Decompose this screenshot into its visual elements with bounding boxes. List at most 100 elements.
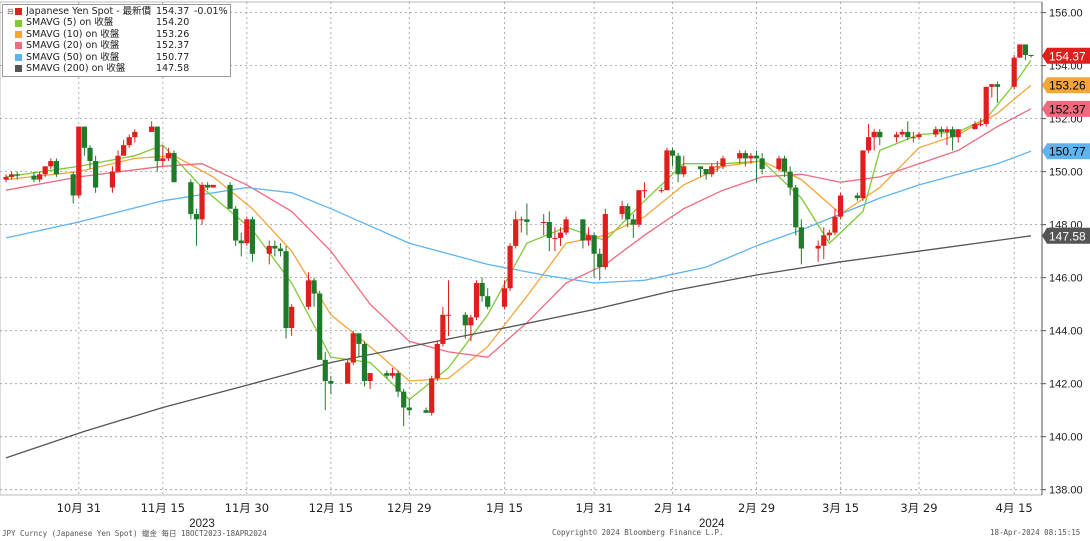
candle	[31, 171, 37, 183]
candle-body	[563, 219, 569, 233]
sma-line	[5, 235, 1032, 459]
candle-body	[697, 166, 704, 169]
candle	[748, 153, 754, 164]
candle-body	[748, 155, 754, 159]
candle-body	[277, 248, 284, 252]
candle	[317, 290, 323, 360]
candle	[121, 139, 127, 156]
candle	[188, 179, 194, 220]
right-value-label: 153.26	[1042, 77, 1090, 94]
value-label-bg	[1042, 227, 1090, 244]
candle	[737, 150, 743, 164]
x-tick-label: 2月 29	[738, 501, 775, 515]
candle	[93, 155, 99, 193]
candle-body	[429, 378, 435, 413]
candle-body	[115, 155, 121, 172]
candle	[389, 367, 396, 379]
candle-body	[76, 126, 82, 196]
candle	[9, 171, 15, 180]
y-tick-label: 140.00	[1049, 432, 1083, 444]
candle	[356, 333, 362, 358]
x-tick-label: 11月 15	[141, 501, 185, 515]
candle	[837, 192, 844, 220]
candle	[401, 388, 407, 427]
candle	[703, 168, 709, 180]
candle-body	[165, 153, 172, 159]
candle	[445, 280, 452, 336]
candle-body	[1028, 55, 1034, 57]
candle-body	[714, 166, 720, 168]
candle-body	[3, 176, 9, 180]
candle-body	[977, 123, 984, 125]
candle	[759, 153, 765, 175]
candle-body	[440, 314, 446, 344]
legend-row: SMAVG (200) on 收盤 147.58	[7, 63, 226, 74]
candle-body	[619, 206, 625, 215]
right-value-label: 150.77	[1042, 143, 1090, 160]
candle-body	[210, 184, 216, 188]
legend-series-name: SMAVG (20) on 收盤	[26, 40, 120, 52]
footer-timestamp: 18-Apr-2024 08:15:15	[990, 528, 1081, 537]
candle	[977, 118, 984, 127]
candle-body	[1011, 57, 1017, 87]
candle	[580, 219, 586, 249]
candle	[916, 131, 922, 140]
candle	[322, 351, 328, 411]
x-tick-label: 1月 31	[576, 501, 613, 515]
candle	[37, 171, 43, 183]
candle	[709, 163, 715, 177]
candle	[3, 174, 9, 183]
candle	[513, 211, 519, 249]
candle	[877, 129, 883, 146]
candle	[949, 126, 956, 151]
candle-body	[233, 208, 239, 241]
candle-body	[48, 161, 54, 167]
legend-series-value: 150.77	[156, 51, 190, 63]
candle-body	[585, 235, 592, 241]
candle-body	[955, 129, 961, 138]
candle-body	[445, 314, 452, 316]
value-label-text: 147.58	[1049, 229, 1086, 243]
candle	[406, 399, 412, 416]
right-value-label: 154.37	[1042, 47, 1090, 64]
candle-body	[154, 126, 160, 162]
x-tick-label: 3月 15	[822, 501, 859, 515]
candle	[669, 147, 676, 167]
candle-body	[205, 184, 211, 188]
right-axis-labels: 154.37 153.26 152.37 150.77 147.58	[1042, 47, 1090, 244]
candle-body	[501, 288, 508, 307]
candle	[854, 192, 860, 201]
candle-body	[972, 123, 978, 130]
candle	[440, 306, 446, 347]
candle-body	[53, 161, 60, 175]
candle-body	[356, 333, 362, 344]
candle	[955, 129, 961, 143]
candle	[720, 155, 726, 169]
candle	[171, 150, 177, 183]
candle	[115, 150, 121, 172]
candle-body	[681, 166, 687, 175]
candle	[367, 373, 373, 389]
candle-body	[31, 175, 37, 180]
y-tick-label: 138.00	[1049, 485, 1083, 497]
legend-swatch	[15, 31, 22, 39]
candle-body	[625, 206, 631, 220]
candle	[591, 232, 597, 278]
value-label-text: 150.77	[1049, 145, 1086, 159]
candle-body	[473, 282, 480, 318]
candle-body	[160, 158, 166, 162]
candle-body	[322, 359, 328, 382]
candle	[641, 182, 648, 199]
candle-body	[401, 391, 407, 408]
candle	[53, 158, 60, 177]
candle-body	[641, 190, 648, 192]
legend-series-value: 154.37	[156, 6, 190, 17]
candle-body	[87, 147, 93, 162]
candle	[1028, 55, 1034, 58]
candle	[821, 227, 827, 260]
candle	[48, 158, 54, 169]
candle	[361, 341, 368, 387]
candle-body	[742, 153, 748, 159]
candle	[658, 187, 664, 193]
